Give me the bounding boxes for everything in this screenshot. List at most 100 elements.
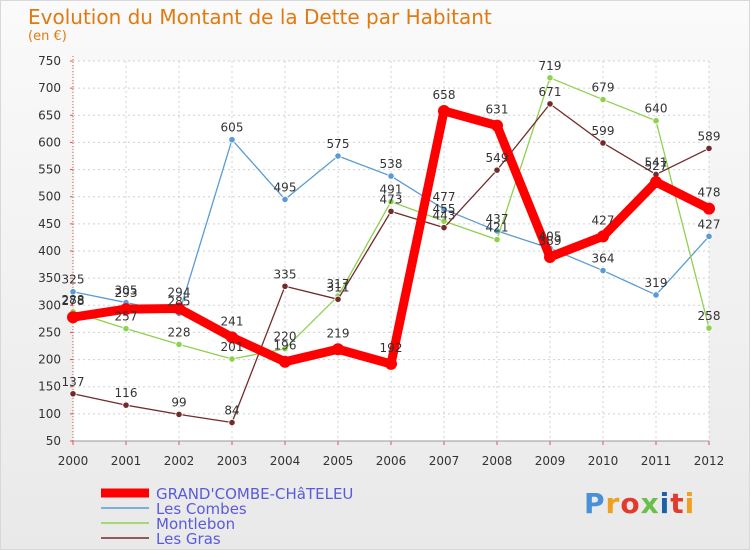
chart-subtitle: (en €): [28, 29, 67, 44]
data-label: 437: [486, 212, 509, 226]
data-label: 335: [274, 267, 297, 281]
data-point: [652, 291, 660, 299]
logo-letter: P: [584, 487, 606, 520]
data-point: [279, 355, 291, 368]
data-label: 658: [433, 88, 456, 102]
data-point: [175, 410, 183, 418]
logo-letter: x: [640, 487, 660, 520]
data-label: 257: [115, 310, 138, 324]
data-point: [440, 205, 448, 213]
data-point: [705, 324, 713, 332]
data-point: [544, 250, 556, 263]
y-tick-label: 300: [38, 298, 61, 312]
x-tick-label: 2007: [429, 454, 460, 468]
data-label: 443: [433, 209, 456, 223]
data-label: 575: [327, 137, 350, 151]
data-point: [597, 230, 609, 243]
legend-label: GRAND'COMBE-CHâTELEU: [156, 485, 353, 503]
data-label: 631: [486, 103, 509, 117]
data-point: [387, 172, 395, 180]
data-label: 599: [592, 124, 615, 138]
x-tick-label: 2002: [164, 454, 195, 468]
data-label: 220: [274, 330, 297, 344]
data-label: 640: [645, 102, 668, 116]
y-tick-label: 50: [46, 434, 61, 448]
data-label: 288: [62, 293, 85, 307]
y-tick-label: 500: [38, 190, 61, 204]
data-point: [281, 195, 289, 204]
y-tick-label: 100: [38, 407, 61, 421]
data-point: [546, 74, 554, 82]
y-tick-label: 350: [38, 271, 61, 285]
data-label: 527: [645, 159, 668, 173]
data-label: 671: [539, 85, 562, 99]
data-point: [705, 232, 713, 240]
data-label: 427: [592, 213, 615, 227]
data-point: [228, 418, 236, 427]
data-label: 99: [171, 395, 186, 409]
y-tick-label: 700: [38, 81, 61, 95]
proxiti-logo: Proxiti: [584, 487, 695, 520]
x-tick-label: 2005: [323, 454, 354, 468]
data-point: [281, 345, 289, 353]
logo-letter: r: [605, 487, 621, 520]
data-point: [228, 136, 236, 144]
data-point: [705, 144, 713, 152]
data-label: 478: [698, 186, 721, 200]
data-label: 455: [433, 202, 456, 216]
data-point: [387, 207, 395, 215]
x-tick-label: 2006: [376, 454, 407, 468]
data-point: [703, 202, 715, 215]
data-point: [281, 282, 289, 290]
data-point: [122, 401, 130, 409]
data-point: [69, 288, 77, 296]
chart-title: Evolution du Montant de la Dette par Hab…: [28, 5, 492, 29]
data-point: [226, 331, 238, 344]
data-point: [599, 95, 607, 104]
data-label: 305: [115, 284, 138, 298]
x-tick-label: 2003: [217, 454, 248, 468]
x-tick-label: 2001: [111, 454, 142, 468]
data-label: 196: [274, 339, 297, 353]
data-label: 427: [698, 217, 721, 231]
logo-letter: o: [620, 487, 641, 520]
data-label: 477: [433, 190, 456, 204]
data-label: 495: [274, 180, 297, 194]
data-label: 219: [327, 326, 350, 340]
data-label: 258: [698, 309, 721, 323]
y-tick-label: 400: [38, 244, 61, 258]
data-point: [650, 176, 662, 189]
data-label: 473: [380, 192, 403, 206]
legend-label: Les Combes: [156, 500, 247, 518]
logo-letter: i: [659, 487, 671, 520]
y-tick-label: 750: [38, 54, 61, 68]
data-point: [546, 100, 554, 108]
x-tick-label: 2000: [58, 454, 89, 468]
data-point: [334, 152, 342, 160]
data-label: 549: [486, 151, 509, 165]
data-point: [491, 119, 503, 132]
data-label: 541: [645, 155, 668, 169]
data-point: [599, 139, 607, 147]
x-tick-label: 2012: [694, 454, 725, 468]
data-point: [438, 104, 450, 117]
data-point: [67, 311, 79, 324]
y-tick-label: 450: [38, 217, 61, 231]
legend-label: Montlebon: [156, 515, 235, 533]
y-tick-label: 650: [38, 108, 61, 122]
data-label: 405: [539, 229, 562, 243]
x-tick-label: 2010: [588, 454, 619, 468]
data-label: 84: [224, 404, 239, 418]
data-point: [440, 224, 448, 232]
data-point: [599, 266, 607, 275]
data-point: [69, 390, 77, 398]
y-tick-label: 550: [38, 163, 61, 177]
data-label: 317: [327, 277, 350, 291]
x-tick-label: 2009: [535, 454, 566, 468]
data-label: 719: [539, 59, 562, 73]
data-point: [493, 166, 501, 174]
y-tick-label: 250: [38, 325, 61, 339]
logo-letter: t: [670, 487, 685, 520]
data-point: [493, 236, 501, 244]
